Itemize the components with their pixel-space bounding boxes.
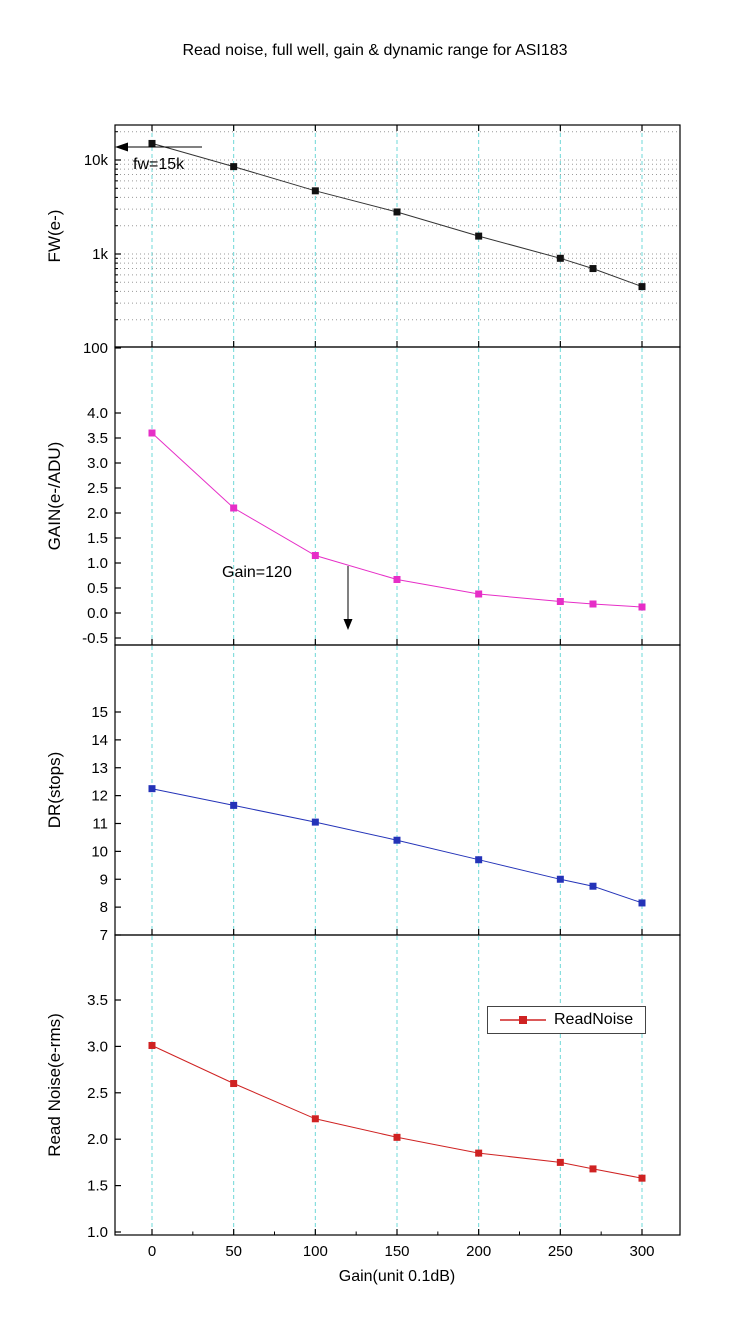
- legend: ReadNoise: [487, 1006, 647, 1034]
- svg-text:300: 300: [629, 1243, 654, 1260]
- annotation-arrows: [115, 142, 353, 630]
- svg-text:10: 10: [91, 843, 108, 860]
- svg-text:250: 250: [548, 1243, 573, 1260]
- panel-full-well-x-ticks: [151, 125, 643, 347]
- chart-title: Read noise, full well, gain & dynamic ra…: [182, 42, 568, 59]
- svg-text:100: 100: [303, 1243, 328, 1260]
- legend-readnoise-label: ReadNoise: [554, 1011, 634, 1028]
- svg-text:9: 9: [100, 871, 108, 888]
- svg-text:3.0: 3.0: [87, 455, 108, 472]
- svg-text:13: 13: [91, 760, 108, 777]
- svg-text:4.0: 4.0: [87, 405, 108, 422]
- svg-text:8: 8: [100, 899, 108, 916]
- svg-text:10k: 10k: [84, 152, 109, 169]
- panel-gain-grid: [151, 348, 643, 644]
- panel-gain-y-axis: 4.0 3.5 3.0 2.5 2.0 1.5 1.0 0.5 0.0 -0.5: [82, 405, 121, 647]
- svg-text:0: 0: [148, 1243, 156, 1260]
- y-axis-label-read-noise: Read Noise(e-rms): [45, 1013, 64, 1157]
- y-axis-label-gain: GAIN(e-/ADU): [45, 441, 64, 551]
- svg-text:2.0: 2.0: [87, 505, 108, 522]
- svg-text:15: 15: [91, 704, 108, 721]
- svg-text:150: 150: [384, 1243, 409, 1260]
- panel-full-well-grid: [116, 126, 679, 346]
- svg-text:3.5: 3.5: [87, 430, 108, 447]
- svg-text:-0.5: -0.5: [82, 630, 108, 647]
- panel-read-noise-y-axis: 3.5 3.0 2.5 2.0 1.5 1.0: [87, 992, 121, 1241]
- annotation-full-well: fw=15k: [133, 156, 185, 173]
- svg-text:200: 200: [466, 1243, 491, 1260]
- panel-full-well: 10k 1k 100: [83, 124, 681, 357]
- svg-text:1.0: 1.0: [87, 555, 108, 572]
- annotation-gain: Gain=120: [222, 564, 292, 581]
- svg-text:11: 11: [92, 816, 108, 833]
- panel-dynamic-range-grid: [151, 646, 643, 934]
- svg-text:12: 12: [91, 788, 108, 805]
- panel-gain: 4.0 3.5 3.0 2.5 2.0 1.5 1.0 0.5 0.0 -0.5: [82, 346, 681, 647]
- panel-gain-x-ticks: [151, 639, 643, 645]
- series-gain: [148, 429, 646, 611]
- svg-text:7: 7: [100, 927, 108, 944]
- panel-read-noise-x-ticks: [151, 1229, 643, 1235]
- svg-text:14: 14: [91, 732, 108, 749]
- svg-text:1.0: 1.0: [87, 1224, 108, 1241]
- panel-read-noise-grid: [151, 936, 643, 1234]
- svg-text:2.0: 2.0: [87, 1131, 108, 1148]
- legend-readnoise-marker-icon: [500, 1016, 546, 1024]
- svg-text:1.5: 1.5: [87, 530, 108, 547]
- svg-text:50: 50: [225, 1243, 242, 1260]
- svg-text:3.5: 3.5: [87, 992, 108, 1009]
- svg-text:0.0: 0.0: [87, 605, 108, 622]
- panel-dynamic-range-y-axis: 15 14 13 12 11 10 9 8 7: [91, 704, 121, 944]
- panel-dynamic-range: 15 14 13 12 11 10 9 8 7: [91, 644, 681, 944]
- y-axis-label-dynamic-range: DR(stops): [45, 751, 64, 829]
- svg-text:2.5: 2.5: [87, 1085, 108, 1102]
- svg-text:0.5: 0.5: [87, 580, 108, 597]
- x-axis-tick-labels: 0 50 100 150 200 250 300: [148, 1243, 655, 1260]
- svg-text:2.5: 2.5: [87, 480, 108, 497]
- panel-full-well-frame: [114, 124, 681, 348]
- x-axis-label: Gain(unit 0.1dB): [338, 1268, 456, 1285]
- y-axis-label-full-well: FW(e-): [45, 209, 64, 263]
- svg-text:100: 100: [83, 340, 108, 357]
- panel-dynamic-range-x-ticks: [151, 929, 643, 935]
- series-read-noise: [148, 1041, 646, 1182]
- panel-read-noise: 3.5 3.0 2.5 2.0 1.5 1.0: [87, 934, 681, 1241]
- series-dynamic-range: [148, 785, 646, 907]
- svg-text:3.0: 3.0: [87, 1038, 108, 1055]
- series-full-well: [148, 139, 646, 291]
- svg-text:1k: 1k: [92, 246, 108, 263]
- svg-text:1.5: 1.5: [87, 1178, 108, 1195]
- panel-full-well-y-axis: 10k 1k 100: [83, 131, 121, 357]
